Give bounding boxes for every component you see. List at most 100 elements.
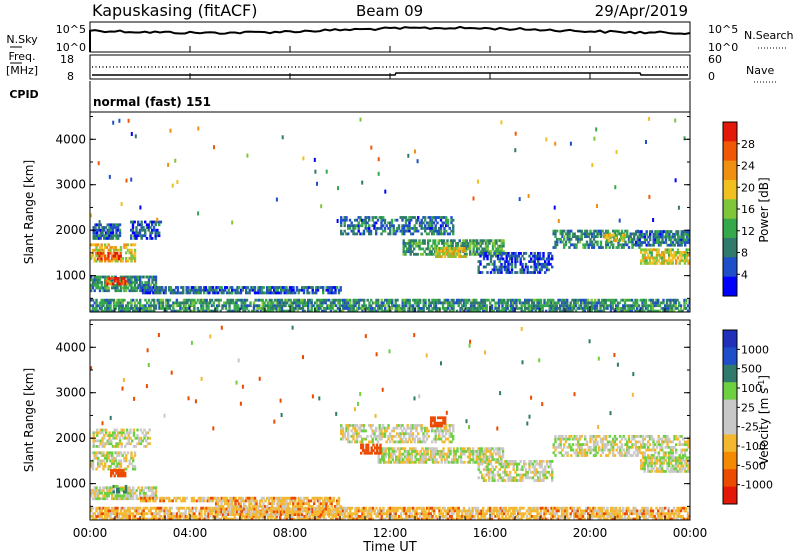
data-cell: [145, 291, 148, 295]
data-cell: [149, 489, 152, 492]
data-cell: [218, 286, 222, 289]
data-cell: [673, 235, 676, 239]
data-cell: [535, 254, 538, 258]
data-cell: [389, 224, 392, 228]
data-cell: [312, 517, 315, 520]
data-cell: [276, 496, 279, 500]
data-cell: [111, 309, 114, 312]
data-cell: [235, 301, 238, 305]
data-cell: [398, 304, 401, 308]
data-cell: [96, 252, 100, 255]
data-cell: [209, 309, 212, 312]
data-cell: [357, 515, 361, 518]
data-cell: [210, 506, 214, 510]
data-cell: [506, 304, 509, 308]
data-cell: [555, 309, 558, 312]
data-cell: [122, 471, 125, 475]
data-cell: [643, 298, 646, 302]
data-cell: [201, 499, 204, 503]
data-cell: [135, 517, 138, 520]
data-cell: [644, 301, 648, 305]
data-cell: [382, 509, 385, 513]
data-cell: [428, 239, 432, 243]
data-cell: [423, 242, 426, 245]
data-cell: [643, 248, 646, 252]
data-cell: [616, 304, 620, 308]
data-cell: [125, 497, 128, 501]
data-cell: [420, 252, 423, 256]
data-cell: [159, 291, 162, 295]
data-cell: [608, 246, 611, 249]
data-cell: [97, 243, 100, 247]
data-cell: [247, 509, 250, 513]
data-cell: [175, 506, 179, 510]
data-cell: [352, 232, 355, 236]
data-cell: [585, 240, 589, 244]
data-cell: [506, 301, 509, 305]
data-cell: [650, 301, 653, 305]
data-cell: [445, 218, 448, 222]
data-cell: [147, 228, 150, 232]
data-cell: [528, 254, 531, 258]
data-cell: [669, 309, 672, 312]
data-cell: [596, 243, 599, 247]
data-cell: [274, 496, 278, 500]
data-cell: [568, 232, 571, 236]
data-cell: [118, 497, 121, 501]
data-cell: [452, 224, 455, 228]
data-cell: [520, 515, 523, 518]
data-cell: [280, 307, 284, 310]
data-cell: [302, 288, 306, 292]
scatter-cell: [130, 132, 133, 136]
data-cell: [641, 307, 644, 310]
data-cell: [417, 216, 420, 219]
data-cell: [193, 304, 196, 308]
data-cell: [147, 275, 151, 279]
data-cell: [217, 304, 221, 308]
data-cell: [403, 227, 406, 230]
data-cell: [142, 489, 145, 492]
data-cell: [687, 235, 690, 239]
data-cell: [643, 253, 646, 257]
data-cell: [341, 232, 345, 236]
data-cell: [404, 244, 407, 248]
data-cell: [538, 307, 541, 310]
data-cell: [495, 250, 498, 253]
data-cell: [98, 491, 102, 495]
data-cell: [224, 304, 228, 308]
data-cell: [102, 254, 105, 258]
data-cell: [117, 257, 121, 261]
data-cell: [683, 253, 687, 257]
data-cell: [144, 298, 147, 302]
data-cell: [146, 486, 149, 490]
data-cell: [409, 250, 412, 253]
data-cell: [666, 248, 669, 252]
data-cell: [322, 517, 326, 520]
data-cell: [443, 309, 446, 312]
data-cell: [659, 241, 662, 244]
data-cell: [326, 304, 329, 308]
data-cell: [577, 240, 580, 244]
data-cell: [530, 252, 533, 255]
data-cell: [658, 301, 662, 305]
data-cell: [103, 436, 106, 440]
data-cell: [384, 307, 387, 310]
data-cell: [427, 309, 431, 312]
data-cell: [103, 434, 106, 437]
data-cell: [265, 304, 268, 308]
data-cell: [377, 298, 380, 302]
data-cell: [544, 260, 547, 263]
data-cell: [175, 515, 179, 518]
data-cell: [99, 231, 102, 235]
data-cell: [666, 259, 669, 263]
data-cell: [147, 226, 150, 229]
data-cell: [585, 304, 588, 308]
data-cell: [289, 298, 292, 302]
data-cell: [405, 301, 408, 305]
data-cell: [429, 218, 432, 222]
data-cell: [161, 286, 164, 289]
data-cell: [472, 250, 475, 253]
data-cell: [660, 301, 663, 305]
data-cell: [281, 286, 285, 289]
data-cell: [687, 262, 690, 265]
